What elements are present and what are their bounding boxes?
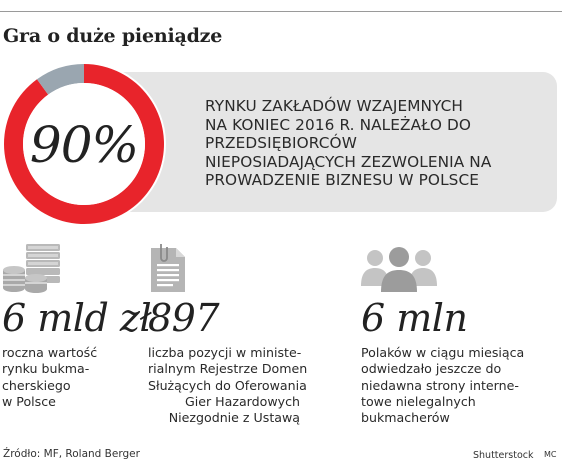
banner-line: NIEPOSIADAJĄCYCH ZEZWOLENIA NA	[205, 152, 492, 171]
stat-market-value: 6 mld zł roczna wartość rynku bukma- che…	[2, 242, 152, 410]
stat-value: 6 mld zł	[2, 296, 152, 340]
donut-svg	[2, 62, 166, 226]
banner-description: RYNKU ZAKŁADÓW WZAJEMNYCH NA KONIEC 2016…	[205, 97, 555, 190]
stat-desc-line: Niezgodnie z Ustawą	[168, 410, 300, 426]
stat-desc-line: towe nielegalnych	[361, 393, 476, 409]
stat-desc-line: cherskiego	[2, 377, 71, 393]
top-rule	[0, 11, 562, 12]
stat-desc-line: liczba pozycji w ministe-	[148, 345, 302, 360]
document-clip-icon	[148, 242, 353, 294]
banner-line: RYNKU ZAKŁADÓW WZAJEMNYCH	[205, 97, 464, 115]
banner-line: NA KONIEC 2016 R. NALEŻAŁO DO	[205, 115, 472, 134]
money-stack-icon	[2, 242, 142, 294]
chart-title: Gra o duże pieniądze	[3, 25, 223, 47]
stat-visitors: 6 mln Polaków w ciągu miesiąca odwiedzał…	[361, 242, 561, 426]
stat-desc-line: Służących do Oferowania	[148, 377, 307, 393]
stat-desc-line: w Polsce	[2, 393, 56, 409]
stat-desc-line: niedawna strony interne-	[361, 377, 519, 393]
donut-slice-remainder	[36, 64, 84, 95]
stat-desc-line: odwiedzało jeszcze do	[361, 361, 502, 377]
people-group-icon	[361, 242, 561, 294]
stat-desc-line: rialnym Rejestrze Domen	[148, 361, 308, 377]
donut-value-label: 90%	[29, 116, 139, 174]
photo-credit: Shutterstock	[473, 450, 534, 461]
stat-value: 6 mln	[361, 296, 468, 340]
stat-desc-line: Gier Hazardowych	[184, 393, 300, 409]
stat-desc-line: Polaków w ciągu miesiąca	[361, 345, 525, 360]
source-note: Źródło: MF, Roland Berger	[3, 448, 140, 460]
stat-value: 897	[148, 296, 220, 340]
stat-desc-line: roczna wartość	[2, 345, 98, 360]
banner-line: PRZEDSIĘBIORCÓW	[205, 134, 357, 153]
banner-line: PROWADZENIE BIZNESU W POLSCE	[205, 171, 480, 190]
author-initials: MC	[544, 450, 557, 459]
donut-hole	[23, 83, 145, 205]
stat-description: Polaków w ciągu miesiąca odwiedzało jesz…	[361, 345, 561, 426]
stat-desc-line: rynku bukma-	[2, 361, 90, 377]
stat-desc-line: bukmacherów	[361, 410, 450, 426]
donut-chart: 90%	[0, 60, 168, 228]
stat-description: liczba pozycji w ministe- rialnym Rejest…	[148, 345, 308, 426]
stat-register-count: 897 liczba pozycji w ministe- rialnym Re…	[148, 242, 353, 426]
stat-description: roczna wartość rynku bukma- cherskiego w…	[2, 345, 142, 410]
